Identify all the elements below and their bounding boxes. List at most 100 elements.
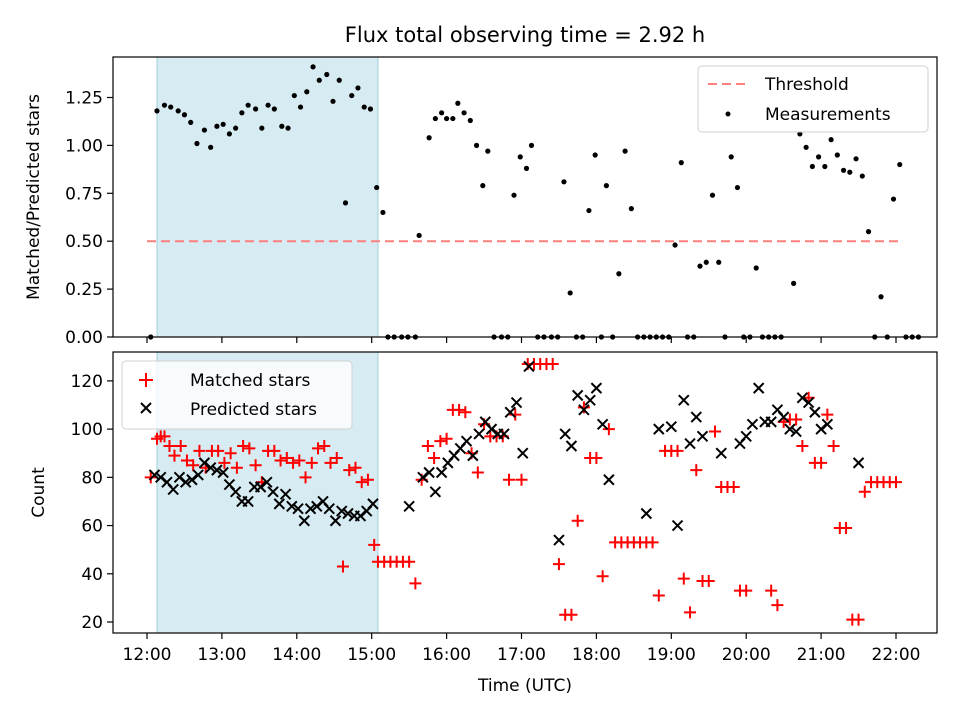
x-tick-label: 18:00 (572, 645, 621, 665)
matched-star-point (336, 560, 349, 573)
matched-star-point (434, 435, 447, 448)
matched-star-point (565, 608, 578, 621)
predicted-star-point (740, 430, 752, 443)
predicted-star-point (809, 406, 821, 418)
measurement-point (310, 64, 316, 70)
predicted-star-point (279, 488, 292, 500)
predicted-star-point (467, 449, 479, 462)
legend-predicted-label: Predicted stars (190, 400, 317, 420)
measurement-point (672, 242, 678, 248)
matched-star-point (168, 449, 181, 462)
measurement-point (374, 184, 380, 191)
predicted-star-point (423, 466, 435, 479)
measurement-point (803, 144, 809, 150)
matched-star-point (305, 456, 318, 469)
bot-y-tick-label: 100 (71, 420, 103, 440)
measurement-point (342, 200, 349, 206)
matched-star-point (571, 514, 584, 527)
predicted-star-point (485, 423, 498, 435)
matched-star-point (187, 459, 200, 472)
measurement-point (239, 110, 245, 116)
predicted-star-point (179, 476, 192, 488)
predicted-star-point (354, 510, 367, 522)
matched-star-point (158, 430, 171, 443)
legend-measurements-label: Measurements (765, 105, 891, 125)
measurement-point (259, 125, 265, 131)
measurement-point (432, 115, 438, 122)
predicted-star-point (517, 447, 529, 459)
predicted-star-point (148, 469, 161, 481)
matched-star-point (318, 439, 331, 452)
measurement-point (349, 92, 355, 99)
predicted-star-point (765, 416, 777, 428)
matched-star-point (815, 456, 828, 469)
measurement-point (214, 123, 220, 129)
top-y-axis-label: Matched/Predicted stars (24, 94, 44, 300)
top-observing-window-shade (156, 56, 379, 338)
predicted-star-point (173, 471, 186, 484)
matched-star-point (652, 589, 665, 602)
measurement-point (561, 179, 567, 185)
predicted-star-point (715, 447, 727, 459)
predicted-star-point (242, 495, 254, 508)
matched-star-point (577, 401, 590, 414)
predicted-star-point (198, 457, 211, 469)
legend-matched-label: Matched stars (190, 371, 310, 391)
measurement-point (809, 163, 815, 170)
predicted-star-point (155, 471, 167, 484)
top-y-tick-label: 1.25 (65, 89, 103, 109)
measurement-point (473, 142, 480, 148)
measurement-point (622, 148, 628, 154)
measurement-point (279, 123, 285, 129)
measurement-point (523, 165, 530, 171)
matched-star-point (671, 444, 684, 457)
top-legend-box (697, 65, 929, 133)
matched-star-point (708, 425, 721, 438)
top-y-tick-label: 0.50 (65, 232, 103, 252)
measurement-point (168, 104, 174, 110)
predicted-star-point (746, 418, 759, 431)
predicted-star-point (403, 500, 415, 512)
x-tick-label: 21:00 (797, 645, 846, 665)
matched-star-point (280, 452, 293, 465)
predicted-star-point (286, 500, 298, 512)
measurement-point (324, 71, 330, 78)
measurement-point (181, 112, 188, 118)
x-tick-label: 17:00 (497, 645, 546, 665)
measurement-point (444, 115, 450, 122)
predicted-star-point (802, 396, 815, 409)
predicted-star-point (752, 382, 765, 394)
measurement-point (355, 85, 361, 91)
measurement-point (878, 294, 884, 300)
measurement-point (426, 135, 432, 141)
matched-star-point (840, 521, 853, 534)
matched-star-point (249, 459, 262, 472)
measurement-point (890, 196, 897, 202)
measurement-point (208, 144, 214, 150)
predicted-star-point (254, 481, 267, 493)
top-x-ticks (146, 337, 897, 343)
measurement-point (791, 280, 797, 286)
matched-star-point (174, 439, 187, 452)
top-y-tick-label: 1.00 (65, 136, 103, 156)
matched-star-point (343, 464, 356, 477)
measurement-point (154, 108, 160, 114)
measurement-point (336, 77, 342, 83)
bottom-y-axis-label: Count (29, 467, 49, 518)
measurement-point (455, 100, 461, 106)
measurement-point (897, 161, 903, 168)
top-y-ticks: 0.00 0.25 0.50 0.75 1.00 1.25 (65, 89, 113, 348)
predicted-star-point (584, 394, 596, 406)
top-legend: Threshold Measurements (697, 65, 929, 133)
measurement-point (439, 110, 445, 116)
bot-y-tick-label: 120 (71, 372, 103, 392)
predicted-star-point (678, 394, 690, 406)
matched-star-point (771, 599, 784, 612)
predicted-star-point (696, 430, 709, 443)
measurement-point (467, 117, 473, 124)
matched-star-point (727, 480, 740, 493)
x-tick-label: 22:00 (872, 645, 921, 665)
x-tick-label: 19:00 (647, 645, 696, 665)
matched-star-point (355, 476, 368, 489)
matched-stars-points (144, 358, 902, 626)
